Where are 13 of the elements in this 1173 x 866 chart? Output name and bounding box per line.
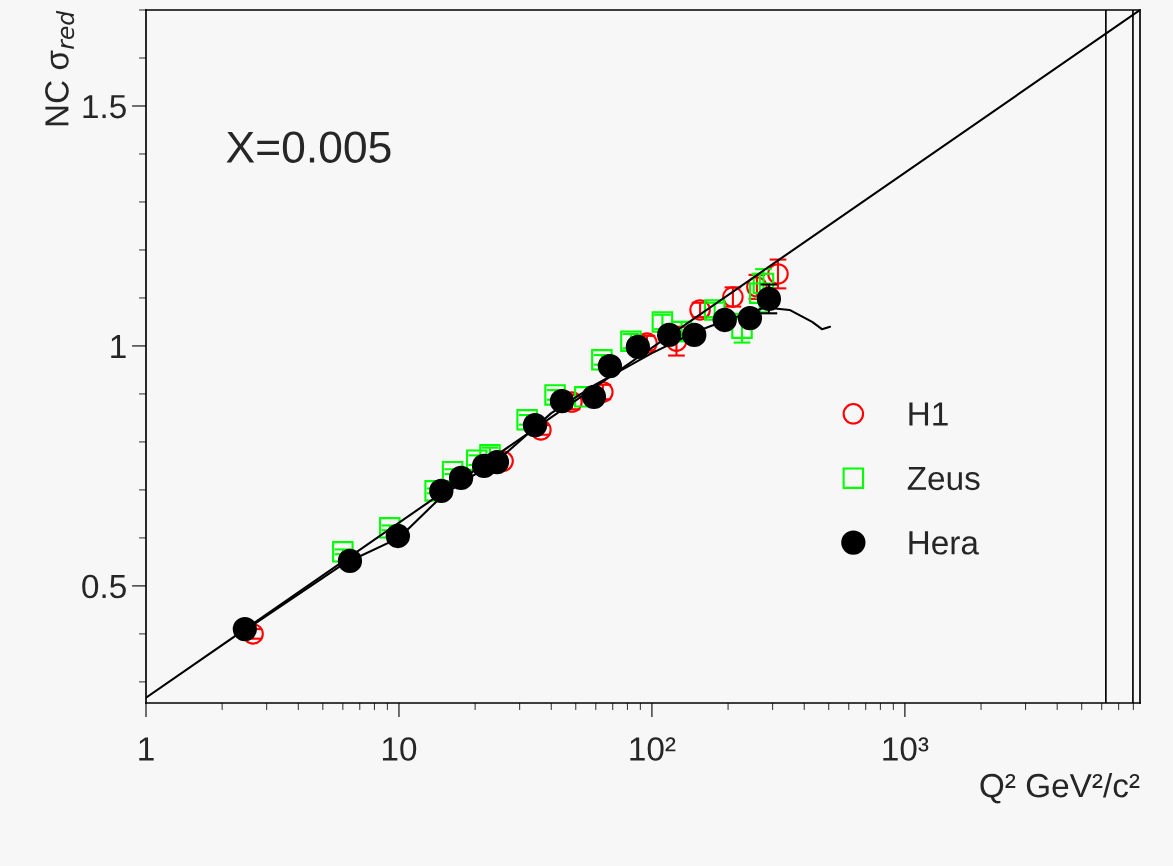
x-tick-label: 10³ — [883, 737, 929, 761]
y-tick-label: 1 — [111, 335, 126, 359]
x-tick-label: 10² — [630, 737, 676, 761]
y-tick-label: 1.5 — [83, 95, 126, 119]
y-tick-label: 0.5 — [82, 574, 126, 599]
annotation: X=0.005 — [226, 131, 391, 163]
x-tick-label: 1 — [139, 737, 154, 761]
legend-label: Hera — [909, 531, 979, 555]
legend-label: H1 — [909, 402, 948, 426]
legend-label: Zeus — [907, 466, 980, 491]
x-axis-title: Q² GeV²/c² — [980, 772, 1140, 804]
x-tick-label: 10 — [382, 737, 417, 761]
y-axis-title: NC σ$_{red}$ — [45, 10, 75, 126]
